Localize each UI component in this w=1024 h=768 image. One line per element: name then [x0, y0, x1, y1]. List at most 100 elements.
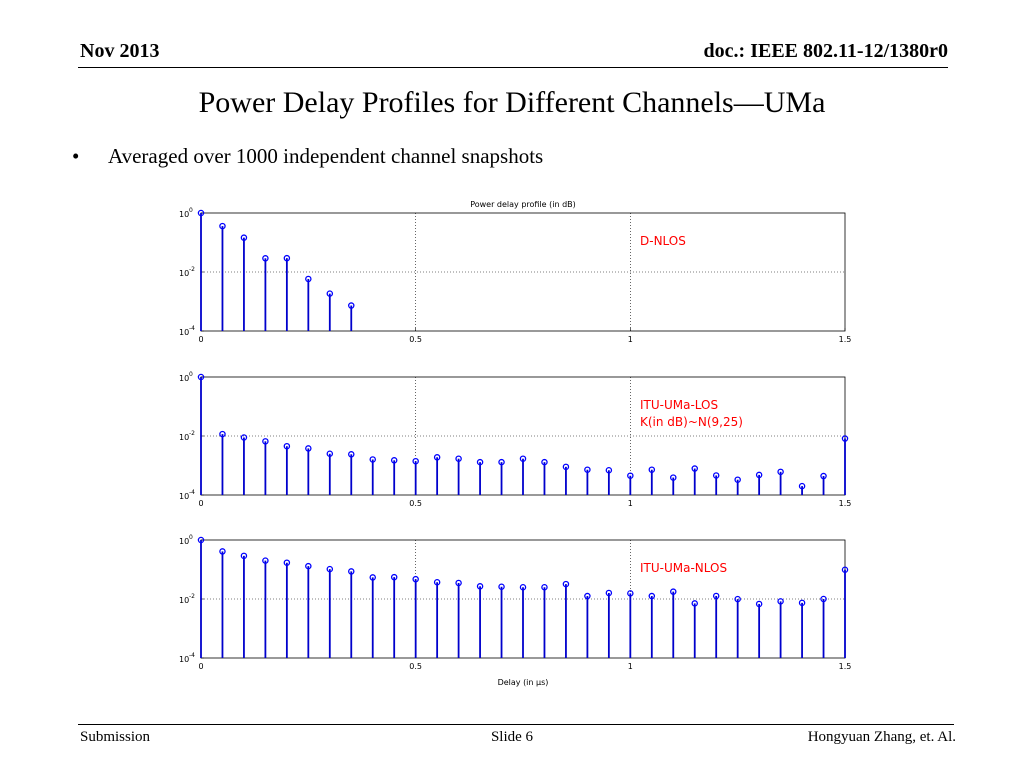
y-tick-base: 10: [179, 328, 189, 337]
series-annotation: ITU-UMa-NLOS: [640, 561, 727, 575]
series-annotation: K(in dB)~N(9,25): [640, 415, 743, 429]
bullet-item: • Averaged over 1000 independent channel …: [72, 144, 543, 169]
stem-marker: [412, 457, 419, 465]
stem-marker: [476, 583, 484, 590]
x-tick-label: 0: [198, 499, 203, 508]
stem-marker: [712, 472, 720, 479]
y-tick-base: 10: [179, 596, 189, 605]
stem-marker: [305, 445, 312, 452]
stem-marker: [627, 472, 634, 479]
stem-marker: [605, 467, 613, 474]
stem-marker: [627, 590, 634, 597]
y-tick-label: 0: [189, 371, 193, 378]
stem-marker: [390, 457, 398, 464]
stem-marker: [648, 592, 656, 600]
y-tick-base: 10: [179, 269, 189, 278]
x-tick-label: 1.5: [839, 662, 852, 671]
x-tick-label: 0: [198, 662, 203, 671]
y-tick-label: -2: [189, 430, 195, 437]
stem-marker: [670, 588, 677, 595]
y-tick-base: 10: [179, 537, 189, 546]
x-tick-label: 1: [628, 335, 633, 344]
x-tick-label: 1: [628, 662, 633, 671]
stem-marker: [219, 222, 226, 230]
stem-marker: [262, 255, 269, 262]
stem-marker: [584, 592, 591, 600]
stem-marker: [197, 209, 205, 217]
bullet-text: Averaged over 1000 independent channel s…: [108, 144, 544, 168]
series-annotation: D-NLOS: [640, 234, 686, 248]
footer-author: Hongyuan Zhang, et. Al.: [807, 729, 956, 745]
stem-marker: [476, 458, 484, 466]
y-tick-label: 0: [189, 207, 193, 214]
series-annotation: ITU-UMa-LOS: [640, 398, 718, 412]
y-tick-base: 10: [179, 374, 189, 383]
stem-marker: [541, 458, 548, 466]
stem-marker: [369, 456, 376, 463]
stem-marker: [305, 275, 312, 283]
stem-marker: [798, 482, 806, 490]
stem-marker: [777, 468, 784, 476]
stem-marker: [820, 595, 827, 603]
stem-marker: [433, 578, 441, 586]
stem-marker: [670, 474, 677, 481]
stem-marker: [734, 476, 741, 483]
y-tick-label: -4: [189, 325, 195, 332]
stem-marker: [691, 600, 698, 607]
stem-marker: [691, 465, 698, 472]
x-tick-label: 0: [198, 335, 203, 344]
stem-marker: [841, 566, 849, 574]
y-tick-label: -4: [189, 489, 195, 496]
stem-marker: [283, 559, 291, 566]
bullet-symbol: •: [72, 144, 80, 168]
y-tick-label: 0: [189, 534, 193, 541]
x-axis-label: Delay (in µs): [498, 678, 549, 687]
chart-title: Power delay profile (in dB): [470, 200, 576, 209]
slide-title: Power Delay Profiles for Different Chann…: [198, 86, 826, 119]
stem-marker: [412, 575, 419, 583]
stem-marker: [455, 455, 462, 462]
stem-marker: [519, 584, 527, 591]
header-date: Nov 2013: [80, 40, 160, 62]
stem-marker: [283, 254, 291, 262]
stem-marker: [240, 434, 248, 441]
x-tick-label: 0.5: [409, 499, 422, 508]
stem-marker: [755, 471, 763, 479]
y-tick-label: -2: [189, 266, 195, 273]
stem-marker: [262, 557, 269, 564]
stem-marker: [433, 454, 441, 461]
stem-marker: [498, 583, 505, 591]
header-rule: [78, 67, 948, 68]
stem-marker: [498, 458, 505, 466]
header-doc-id: doc.: IEEE 802.11-12/1380r0: [703, 40, 948, 62]
stem-marker: [541, 584, 548, 591]
stem-marker: [798, 599, 806, 607]
stem-marker: [326, 565, 334, 573]
stem-marker: [219, 430, 226, 438]
stem-marker: [734, 595, 741, 603]
y-tick-base: 10: [179, 492, 189, 501]
stem-marker: [197, 373, 205, 381]
stem-marker: [240, 552, 248, 560]
stem-marker: [648, 466, 656, 473]
footer-rule: [78, 724, 954, 725]
stem-marker: [283, 442, 291, 450]
stem-marker: [562, 463, 570, 471]
stem-marker: [326, 290, 334, 297]
footer-submission: Submission: [80, 729, 151, 745]
x-tick-label: 0.5: [409, 662, 422, 671]
x-tick-label: 1.5: [839, 335, 852, 344]
stem-marker: [584, 466, 591, 473]
stem-marker: [777, 598, 784, 605]
footer-slide-number: Slide 6: [490, 729, 534, 745]
stem-marker: [755, 600, 763, 608]
y-tick-base: 10: [179, 433, 189, 442]
stem-marker: [240, 234, 248, 241]
stem-marker: [348, 568, 355, 575]
y-tick-base: 10: [179, 210, 189, 219]
x-tick-label: 0.5: [409, 335, 422, 344]
x-tick-label: 1: [628, 499, 633, 508]
stem-marker: [820, 472, 827, 480]
y-tick-label: -4: [189, 652, 195, 659]
stem-marker: [326, 450, 334, 458]
